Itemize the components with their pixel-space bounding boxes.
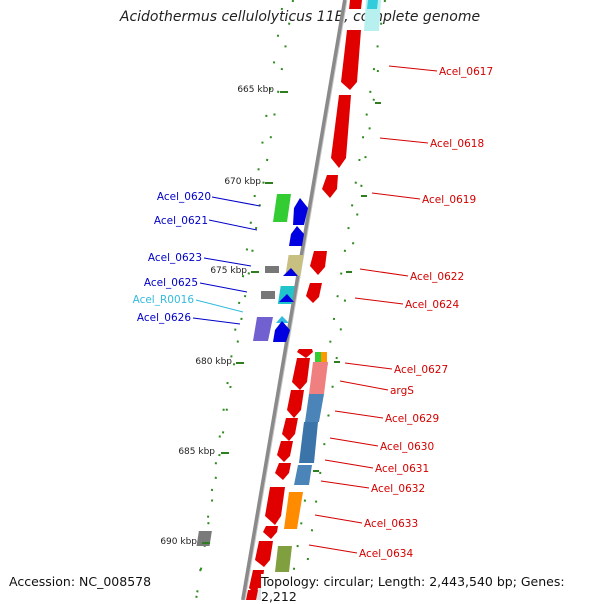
scale-label-680: 680 kbp: [195, 357, 232, 367]
leader-acel-0632: [320, 480, 370, 489]
scale-label-675: 675 kbp: [210, 266, 247, 276]
gene-arrow-acel-0627: [297, 349, 313, 358]
gene-label-acel-0621: Acel_0621: [154, 215, 208, 227]
gene-block-orange-small: [321, 352, 327, 362]
gene-arrow-acel-0633r: [263, 526, 278, 539]
right-leader-lines: [308, 65, 438, 554]
leader-acel-0622: [359, 268, 409, 277]
gene-label-acel-0620: Acel_0620: [157, 191, 211, 203]
left-leader-lines: [192, 196, 261, 325]
gene-label-acel-0633: Acel_0633: [364, 518, 418, 530]
left-gene-labels: Acel_0620 Acel_0621 Acel_0623 Acel_0625 …: [133, 191, 211, 324]
gene-block-acel-0633: [284, 492, 303, 529]
leader-acel-0620: [211, 196, 261, 207]
gene-arrow-acel-0630r: [277, 441, 293, 462]
gene-arrow-acel-0618: [331, 95, 351, 168]
gene-arrow-acel-0630: [282, 418, 298, 441]
gene-arrow-acel-0631: [275, 463, 291, 480]
gene-label-acel-0625: Acel_0625: [144, 277, 198, 289]
gene-block-top-red: [349, 0, 362, 9]
leader-acel-0618: [379, 137, 429, 144]
gene-block-acel-0634: [275, 546, 292, 572]
leader-acel-0623: [203, 257, 252, 267]
gene-arrow-acel-0626: [273, 321, 290, 342]
gene-label-acel-0618: Acel_0618: [430, 138, 484, 150]
leader-acel-0626: [192, 317, 241, 325]
gene-arrow-acel-0623: [283, 268, 298, 276]
leader-argS: [339, 380, 389, 391]
gene-label-acel-r0016: Acel_R0016: [133, 294, 195, 306]
gene-arrow-acel-0621: [289, 226, 304, 246]
leader-acel-0633: [314, 514, 363, 524]
gene-arrow-acel-0622: [310, 251, 327, 275]
gene-label-acel-0631: Acel_0631: [375, 463, 429, 475]
scale-labels: 665 kbp 670 kbp 675 kbp 680 kbp 685 kbp …: [160, 85, 274, 547]
gene-label-acel-0622: Acel_0622: [410, 271, 464, 283]
dotted-guides: [195, 0, 386, 600]
dotted-guide-inner-right: [288, 0, 386, 600]
gene-arrow-acel-0617: [341, 30, 361, 90]
leader-acel-0624: [354, 297, 404, 305]
gene-arrow-acel-0625: [279, 294, 294, 302]
gene-block-acel-0631: [294, 465, 312, 485]
gene-label-acel-0624: Acel_0624: [405, 299, 459, 311]
gene-arrow-argS: [292, 358, 310, 390]
dotted-guide-outer-left: [195, 0, 294, 600]
accession-label: Accession: NC_008578: [9, 574, 152, 589]
gene-block-argS: [309, 362, 328, 394]
leader-acel-0627: [344, 362, 393, 370]
gene-label-argS: argS: [390, 385, 414, 397]
leader-acel-0634: [308, 544, 358, 554]
gene-arrows-right: [196, 30, 361, 600]
gene-arrow-acel-0634: [255, 541, 273, 567]
gene-block-acel-0629: [305, 394, 324, 422]
gene-arrow-acel-0632: [265, 487, 285, 525]
leader-acel-r0016: [195, 299, 244, 313]
gene-label-acel-0627: Acel_0627: [394, 364, 448, 376]
right-ticks: [313, 102, 381, 472]
scale-label-685: 685 kbp: [178, 447, 215, 457]
gene-label-acel-0634: Acel_0634: [359, 548, 413, 560]
leader-acel-0621: [208, 219, 258, 231]
right-gene-labels: Acel_0617 Acel_0618 Acel_0619 Acel_0622 …: [359, 66, 493, 560]
leader-acel-0617: [388, 65, 438, 72]
gene-label-acel-0623: Acel_0623: [148, 252, 202, 264]
gene-arrow-acel-r0016: [276, 316, 289, 323]
leader-acel-0629: [334, 410, 384, 419]
gene-label-acel-0630: Acel_0630: [380, 441, 434, 453]
leader-acel-0625: [199, 282, 248, 293]
gene-arrow-bottom-2: [246, 590, 258, 600]
gene-block-green-small: [315, 352, 321, 362]
gene-block-top-cyan-inner: [367, 0, 378, 9]
gene-block-acel-0626: [253, 317, 273, 341]
scale-label-665: 665 kbp: [237, 85, 274, 95]
gene-arrow-acel-0629: [287, 390, 304, 418]
gene-arrow-acel-0623r: [306, 283, 322, 303]
genome-backbone: [241, 0, 347, 600]
gene-block-acel-0620: [273, 194, 291, 222]
genome-title: Acidothermus cellulolyticus 11B, complet…: [119, 9, 481, 25]
leader-acel-0631: [324, 459, 374, 469]
scale-label-670: 670 kbp: [224, 177, 261, 187]
scale-ticks: [202, 91, 288, 544]
gene-arrows-left: [253, 194, 308, 342]
scale-label-690: 690 kbp: [160, 537, 197, 547]
gene-arrow-acel-0620: [293, 198, 308, 225]
gene-arrow-acel-0619: [322, 175, 338, 198]
gene-label-acel-0617: Acel_0617: [439, 66, 493, 78]
gene-block-acel-0625: [261, 291, 275, 299]
leader-acel-0619: [371, 192, 421, 200]
gene-label-acel-0626: Acel_0626: [137, 312, 191, 324]
gene-label-acel-0629: Acel_0629: [385, 413, 439, 425]
leader-acel-0630: [329, 437, 379, 447]
genome-backbone-highlight: [244, 0, 348, 600]
gene-block-acel-0623: [265, 266, 279, 273]
topology-label: Topology: circular; Length: 2,443,540 bp…: [261, 574, 600, 604]
gene-block-acel-0630: [299, 422, 318, 463]
gene-label-acel-0619: Acel_0619: [422, 194, 476, 206]
gene-label-acel-0632: Acel_0632: [371, 483, 425, 495]
